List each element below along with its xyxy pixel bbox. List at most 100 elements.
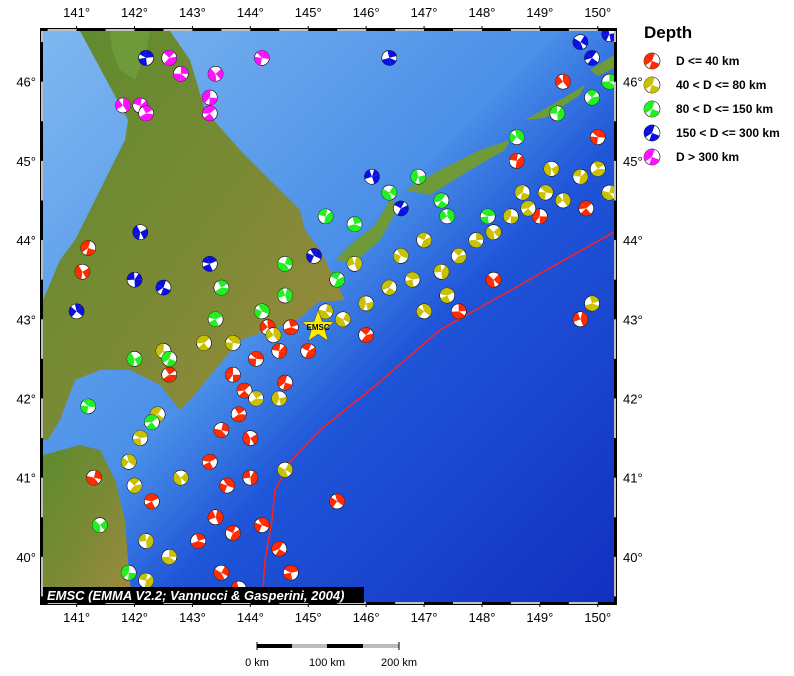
event-beachball	[161, 50, 178, 66]
event-beachball	[589, 129, 606, 145]
event-beachball	[317, 303, 334, 320]
lon-label-bottom: 143°	[179, 610, 206, 625]
lat-label-left: 42°	[16, 391, 36, 406]
event-markers	[68, 31, 614, 597]
event-beachball	[138, 572, 154, 589]
trench-line	[261, 231, 614, 602]
lat-label-left: 45°	[16, 154, 36, 169]
scale-label-100: 100 km	[309, 657, 345, 669]
event-beachball	[416, 232, 432, 248]
event-beachball	[86, 469, 102, 486]
event-beachball	[572, 168, 589, 185]
event-beachball	[219, 477, 235, 494]
event-beachball	[277, 461, 293, 478]
event-beachball	[120, 454, 137, 470]
event-beachball	[201, 105, 218, 122]
lat-label-right: 42°	[623, 391, 643, 406]
lon-label-top: 145°	[295, 5, 322, 20]
lon-label-bottom: 145°	[295, 610, 322, 625]
event-beachball	[213, 422, 230, 438]
kunashir-island	[335, 200, 400, 262]
event-beachball	[601, 31, 614, 42]
event-beachball	[138, 105, 154, 122]
event-beachball	[201, 89, 218, 106]
event-beachball	[271, 541, 288, 557]
event-beachball	[115, 97, 131, 114]
legend-beachball-icon	[643, 52, 661, 70]
event-beachball	[68, 303, 85, 320]
lat-label-right: 45°	[623, 154, 643, 169]
event-beachball	[80, 240, 96, 256]
event-beachball	[543, 161, 560, 177]
event-beachball	[503, 208, 519, 225]
lon-label-bottom: 142°	[121, 610, 148, 625]
legend-beachball-icon	[643, 76, 661, 94]
simushir-island	[590, 55, 614, 76]
legend-item-label: D > 300 km	[676, 150, 739, 164]
honshu-land	[43, 445, 132, 602]
event-beachball	[520, 200, 537, 217]
event-beachball	[144, 493, 160, 510]
lon-label-bottom: 148°	[469, 610, 496, 625]
event-beachball	[416, 303, 432, 320]
event-beachball	[584, 89, 600, 106]
event-beachball	[230, 406, 247, 423]
event-beachball	[283, 319, 299, 335]
event-beachball	[508, 153, 525, 169]
event-beachball	[381, 279, 398, 296]
event-beachball	[283, 564, 299, 581]
lat-label-left: 46°	[16, 75, 36, 90]
lon-label-top: 147°	[411, 5, 438, 20]
event-beachball	[450, 248, 467, 264]
event-beachball	[207, 65, 224, 82]
event-beachball	[532, 208, 548, 225]
event-beachball	[601, 184, 614, 201]
credit-box	[43, 587, 364, 603]
event-beachball	[138, 50, 154, 66]
event-beachball	[584, 50, 600, 66]
event-beachball	[80, 398, 96, 415]
event-beachball	[410, 168, 427, 185]
event-beachball	[393, 200, 409, 217]
event-beachball	[277, 374, 293, 391]
event-beachball	[207, 509, 224, 526]
scale-label-200: 200 km	[381, 657, 417, 669]
legend-item-label: 80 < D <= 150 km	[676, 102, 773, 116]
legend-beachball-icon	[643, 148, 661, 166]
event-beachball	[161, 549, 178, 565]
event-beachball	[555, 192, 571, 209]
event-beachball	[196, 335, 212, 351]
event-beachball	[265, 327, 282, 343]
lon-label-top: 150°	[584, 5, 611, 20]
event-beachball	[190, 533, 207, 549]
event-beachball	[144, 414, 160, 431]
event-beachball	[358, 327, 374, 343]
lon-label-bottom: 150°	[584, 610, 611, 625]
epicenter-marker: EMSC	[301, 309, 336, 342]
lon-label-top: 149°	[526, 5, 553, 20]
event-beachball	[358, 295, 374, 312]
event-beachball	[514, 184, 531, 201]
lat-label-right: 40°	[623, 550, 643, 565]
event-beachball	[155, 279, 172, 296]
event-beachball	[74, 263, 91, 280]
event-beachball	[578, 200, 595, 217]
legend-beachball-icon	[643, 124, 661, 142]
event-beachball	[225, 525, 241, 541]
lon-label-top: 144°	[237, 5, 264, 20]
event-beachball	[393, 248, 409, 264]
event-beachball	[254, 517, 270, 533]
event-beachball	[271, 390, 288, 407]
lon-label-top: 143°	[179, 5, 206, 20]
event-beachball	[91, 517, 108, 533]
event-beachball	[173, 469, 189, 486]
lon-label-top: 142°	[121, 5, 148, 20]
legend-title: Depth	[644, 23, 692, 42]
legend: Depth D <= 40 km 40 < D <= 80 km 80 < D <=…	[643, 23, 780, 166]
event-beachball	[364, 168, 380, 185]
lon-label-bottom: 147°	[411, 610, 438, 625]
event-beachball	[161, 366, 178, 383]
event-beachball	[450, 303, 467, 320]
